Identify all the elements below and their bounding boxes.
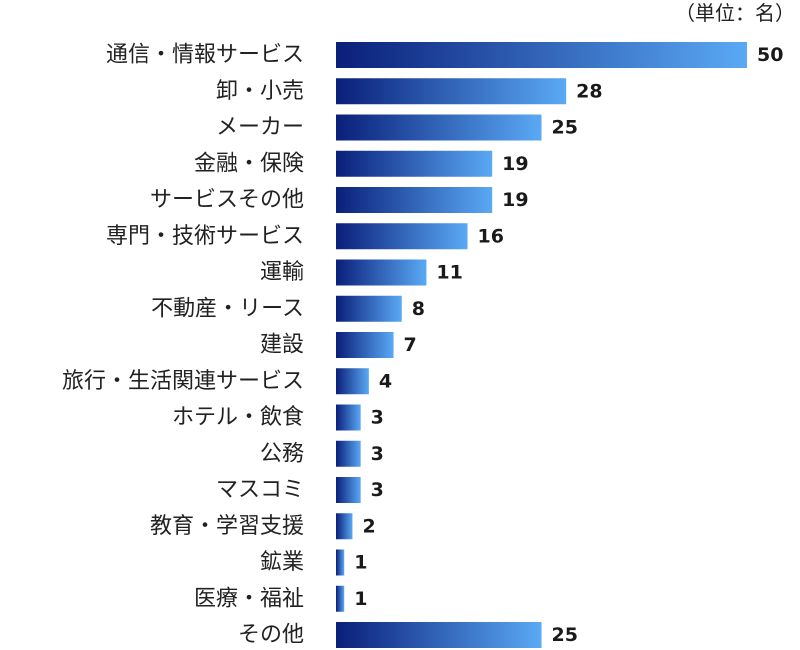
- bar: [336, 368, 369, 395]
- category-label: その他: [238, 623, 304, 648]
- bar: [336, 78, 567, 105]
- bar: [336, 477, 361, 503]
- value-label: 3: [371, 443, 384, 465]
- value-label: 2: [362, 515, 375, 537]
- category-label: 専門・技術サービス: [106, 224, 304, 249]
- category-label: 旅行・生活関連サービス: [62, 369, 304, 394]
- category-label: サービスその他: [150, 188, 304, 213]
- category-label: 不動産・リース: [151, 296, 304, 321]
- bar: [336, 42, 747, 68]
- value-label: 11: [436, 262, 462, 284]
- bar: [336, 404, 361, 431]
- bar: [336, 549, 345, 576]
- value-label: 3: [371, 479, 384, 501]
- category-label: 教育・学習支援: [150, 514, 304, 539]
- value-label: 1: [354, 588, 367, 610]
- value-label: 25: [552, 117, 578, 139]
- value-label: 7: [404, 334, 417, 356]
- bar: [336, 295, 402, 322]
- bar: [336, 259, 427, 286]
- bar: [336, 223, 468, 250]
- category-label: 鉱業: [260, 550, 304, 575]
- category-label: 建設: [260, 333, 304, 358]
- category-label: 公務: [260, 441, 304, 466]
- value-label: 25: [552, 624, 578, 646]
- value-label: 19: [502, 153, 528, 175]
- value-label: 3: [371, 407, 384, 429]
- bar: [336, 150, 493, 177]
- bar: [336, 114, 542, 141]
- bar: [336, 332, 394, 358]
- value-label: 19: [502, 189, 528, 211]
- value-label: 16: [478, 225, 504, 247]
- category-label: 卸・小売: [216, 79, 304, 104]
- bar: [336, 187, 493, 213]
- category-label: マスコミ: [216, 478, 304, 503]
- category-label: メーカー: [216, 115, 304, 140]
- category-label: 通信・情報サービス: [106, 43, 304, 68]
- value-label: 50: [757, 44, 783, 66]
- category-label: 運輸: [260, 260, 304, 285]
- unit-note: （単位：名）: [675, 1, 795, 25]
- bar: [336, 622, 542, 648]
- value-label: 8: [412, 298, 425, 320]
- value-label: 28: [576, 80, 602, 102]
- bar: [336, 440, 361, 467]
- value-label: 4: [379, 370, 392, 392]
- bar: [336, 513, 353, 540]
- category-label: 金融・保険: [194, 151, 304, 176]
- category-label: 医療・福祉: [194, 586, 304, 611]
- category-label: ホテル・飲食: [172, 405, 304, 430]
- value-label: 1: [354, 552, 367, 574]
- bar: [336, 585, 345, 612]
